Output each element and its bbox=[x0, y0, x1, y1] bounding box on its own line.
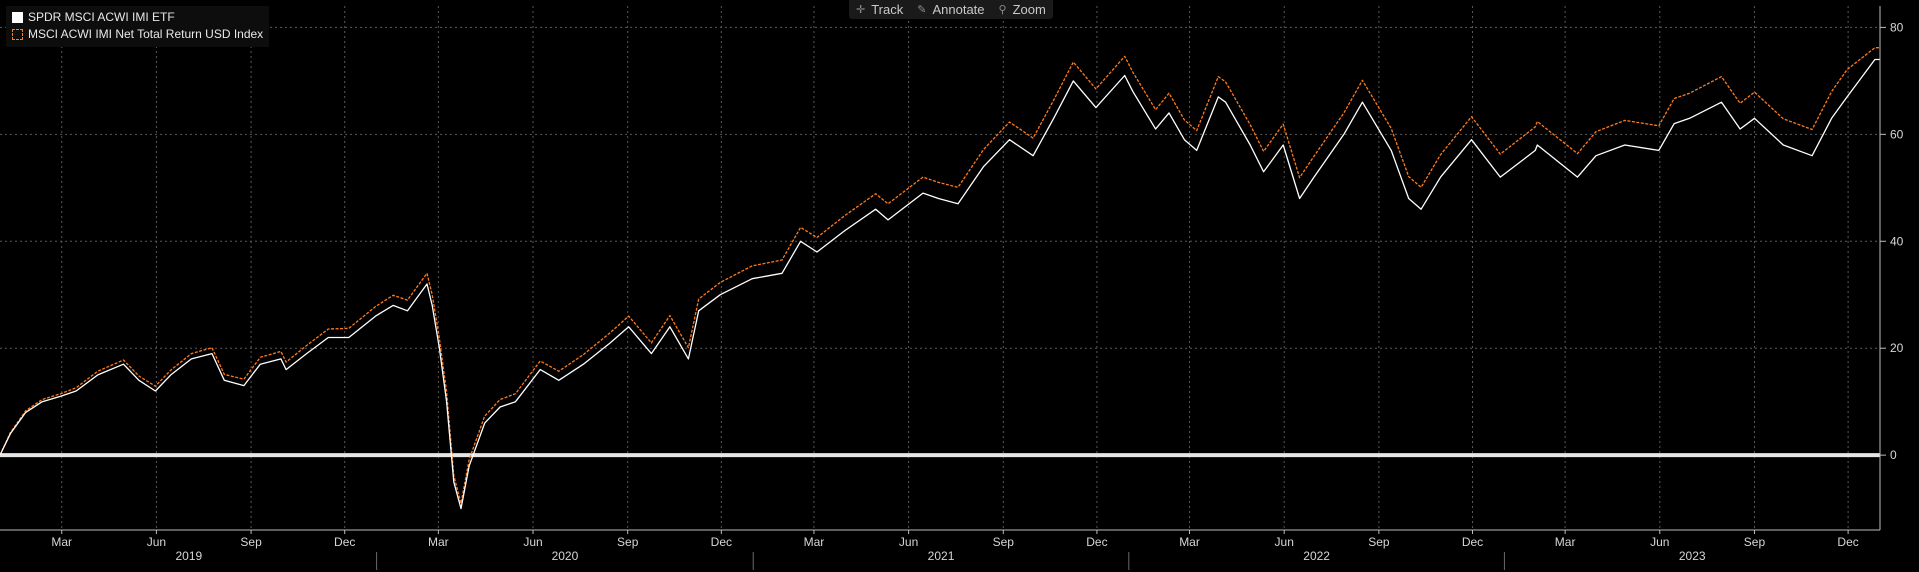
legend-label-etf: SPDR MSCI ACWI IMI ETF bbox=[28, 10, 175, 24]
x-month-label: Jun bbox=[1650, 535, 1669, 549]
grid bbox=[0, 6, 1880, 530]
x-year-label: 2023 bbox=[1679, 549, 1706, 563]
track-label: Track bbox=[871, 2, 904, 17]
x-month-label: Sep bbox=[993, 535, 1015, 549]
x-month-label: Mar bbox=[1179, 535, 1200, 549]
x-year-label: 2022 bbox=[1303, 549, 1330, 563]
zoom-label: Zoom bbox=[1012, 2, 1046, 17]
series-lines bbox=[0, 47, 1880, 510]
x-month-label: Sep bbox=[1744, 535, 1766, 549]
x-month-label: Mar bbox=[428, 535, 449, 549]
x-month-label: Jun bbox=[899, 535, 918, 549]
x-month-label: Dec bbox=[1837, 535, 1858, 549]
legend: SPDR MSCI ACWI IMI ETF MSCI ACWI IMI Net… bbox=[6, 6, 270, 47]
y-tick-label: 60 bbox=[1890, 127, 1904, 141]
x-month-label: Jun bbox=[523, 535, 542, 549]
magnifier-icon: ⚲ bbox=[998, 4, 1007, 16]
x-month-label: Mar bbox=[51, 535, 72, 549]
series-line-index bbox=[0, 47, 1880, 504]
legend-label-index: MSCI ACWI IMI Net Total Return USD Index bbox=[28, 27, 264, 41]
pencil-icon: ✎ bbox=[917, 4, 927, 16]
legend-swatch-etf bbox=[12, 12, 23, 23]
x-month-label: Dec bbox=[711, 535, 732, 549]
legend-item-index[interactable]: MSCI ACWI IMI Net Total Return USD Index bbox=[12, 26, 263, 43]
y-tick-label: 20 bbox=[1890, 341, 1904, 355]
x-month-label: Sep bbox=[1368, 535, 1390, 549]
x-year-label: 2021 bbox=[928, 549, 955, 563]
track-button[interactable]: ✛ Track bbox=[849, 0, 910, 19]
chart-toolbar: ✛ Track ✎ Annotate ⚲ Zoom bbox=[849, 0, 1053, 19]
crosshair-icon: ✛ bbox=[856, 4, 866, 16]
x-month-label: Dec bbox=[334, 535, 355, 549]
x-month-label: Jun bbox=[147, 535, 166, 549]
axes: 0 20 40 60 80 Mar Jun Sep Dec Mar Jun Sep Dec Mar Jun S… bbox=[0, 6, 1904, 570]
y-tick-label: 80 bbox=[1890, 20, 1904, 34]
x-month-label: Sep bbox=[240, 535, 262, 549]
x-month-label: Dec bbox=[1086, 535, 1107, 549]
x-year-label: 2019 bbox=[175, 549, 202, 563]
zoom-button[interactable]: ⚲ Zoom bbox=[992, 0, 1053, 19]
legend-swatch-index bbox=[12, 29, 23, 40]
x-month-label: Sep bbox=[617, 535, 639, 549]
x-month-label: Mar bbox=[1555, 535, 1576, 549]
x-month-label: Mar bbox=[804, 535, 825, 549]
y-tick-label: 0 bbox=[1890, 448, 1897, 462]
legend-item-etf[interactable]: SPDR MSCI ACWI IMI ETF bbox=[12, 9, 263, 26]
annotate-label: Annotate bbox=[932, 2, 985, 17]
x-month-label: Jun bbox=[1275, 535, 1294, 549]
x-year-label: 2020 bbox=[552, 549, 579, 563]
series-line-etf bbox=[0, 58, 1880, 510]
annotate-button[interactable]: ✎ Annotate bbox=[910, 0, 991, 19]
x-month-label: Dec bbox=[1462, 535, 1483, 549]
y-tick-label: 40 bbox=[1890, 234, 1904, 248]
